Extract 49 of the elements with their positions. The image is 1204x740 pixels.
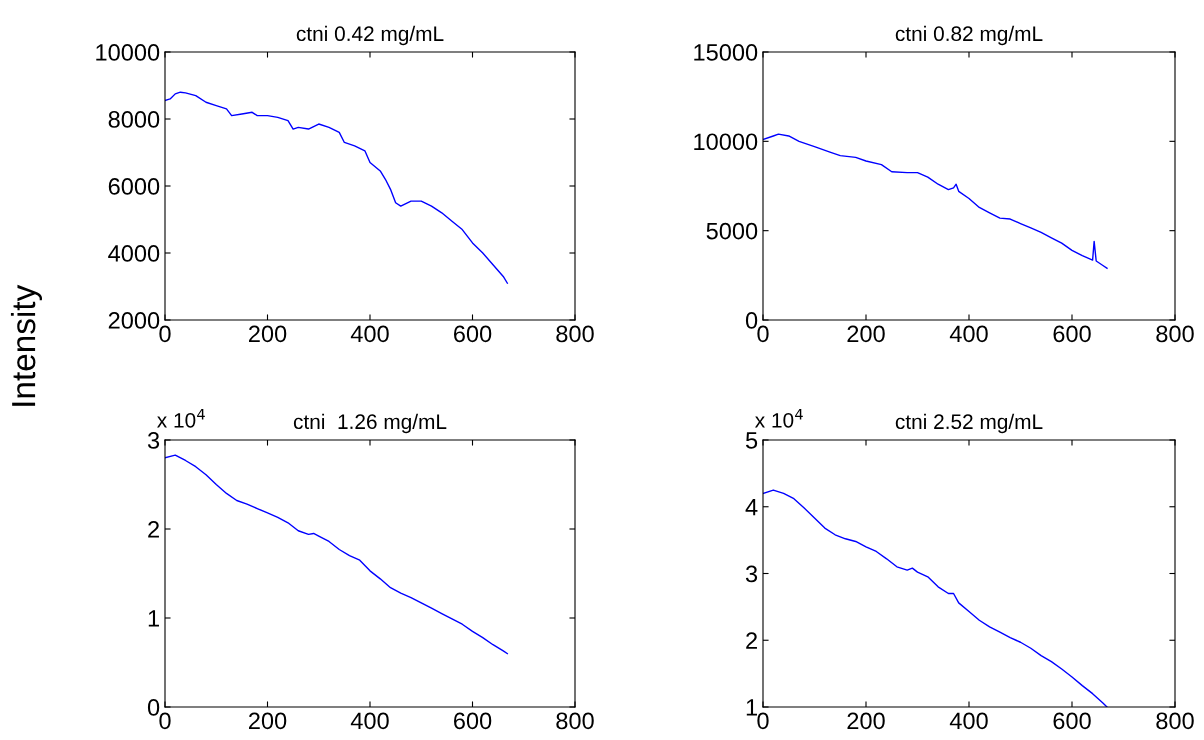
y-tick-label: 3 — [147, 432, 160, 449]
x-tick-label: 400 — [949, 712, 988, 730]
chart-title: ctni 0.82 mg/mL — [895, 25, 1043, 46]
chart-title: ctni 0.42 mg/mL — [296, 25, 444, 46]
x-tick-label: 400 — [949, 325, 988, 343]
y-tick-label: 5 — [745, 432, 758, 449]
x-tick-label: 800 — [1156, 712, 1194, 730]
x-tick-label: 0 — [757, 712, 769, 730]
y-tick-label: 4 — [745, 499, 758, 516]
x-tick-label: 800 — [556, 325, 594, 343]
y-tick-label: 2000 — [108, 312, 160, 329]
chart-title: ctni 2.52 mg/mL — [895, 413, 1043, 434]
x-tick-label: 200 — [248, 325, 287, 343]
chart-title: ctni 1.26 mg/mL — [293, 413, 447, 434]
x-tick-label: 0 — [159, 712, 171, 730]
x-tick-label: 0 — [757, 325, 769, 343]
x-tick-label: 0 — [159, 325, 171, 343]
y-axis-title: Intensity — [10, 284, 42, 406]
text: x 10$^{4}$ — [754, 408, 803, 428]
x-tick-label: 400 — [350, 712, 389, 730]
y-tick-label: 8000 — [108, 111, 160, 128]
x-tick-label: 200 — [847, 712, 885, 730]
x-tick-label: 800 — [556, 712, 594, 730]
y-tick-label: 0 — [745, 312, 758, 329]
y-tick-label: 1 — [746, 699, 757, 716]
line-series — [763, 133, 1108, 269]
x-tick-label: 600 — [454, 712, 492, 730]
x-tick-label: 600 — [1053, 712, 1091, 730]
y-tick-label: 4000 — [108, 245, 160, 262]
x-tick-label: 400 — [350, 325, 389, 343]
x-tick-label: 600 — [454, 325, 492, 343]
line-series — [165, 454, 509, 655]
y-tick-label: 0 — [147, 699, 160, 716]
y-tick-label: 2 — [746, 632, 757, 649]
x-tick-label: 800 — [1156, 325, 1194, 343]
x-tick-label: 600 — [1053, 325, 1091, 343]
y-tick-label: 1 — [148, 610, 159, 627]
y-tick-label: 3 — [745, 565, 758, 583]
y-tick-label: 10000 — [694, 133, 758, 151]
line-series — [763, 489, 1108, 707]
y-tick-label: 10000 — [96, 44, 160, 61]
y-tick-label: 15000 — [694, 44, 758, 61]
text: x 10$^{4}$ — [157, 408, 205, 428]
line-series — [165, 91, 509, 284]
y-tick-label: 2 — [148, 521, 159, 538]
y-tick-label: 6000 — [108, 178, 160, 195]
x-tick-label: 200 — [847, 325, 885, 343]
x-tick-label: 200 — [248, 712, 287, 730]
y-tick-label: 5000 — [706, 222, 758, 240]
